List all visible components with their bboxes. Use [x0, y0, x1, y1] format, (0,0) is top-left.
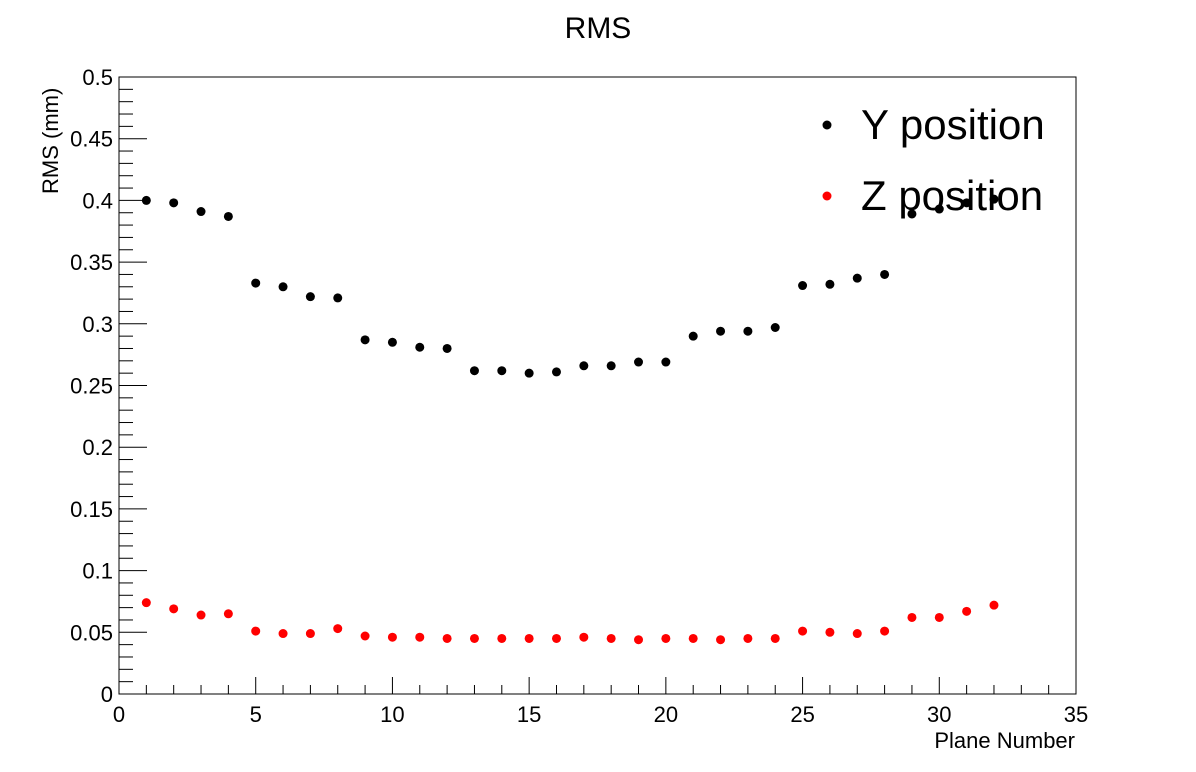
data-point: [360, 335, 370, 345]
data-point: [278, 629, 288, 639]
data-point: [387, 632, 397, 642]
legend-marker: [822, 120, 832, 130]
legend-label: Z position: [861, 172, 1043, 219]
data-point: [716, 326, 726, 336]
data-point: [169, 198, 179, 208]
y-axis: 0 0.05 0.1 0.15 0.2 0.25 0.3 0.35 0.4 0.45 0.5: [70, 65, 147, 707]
data-point: [196, 207, 206, 217]
legend-label: Y position: [861, 101, 1045, 148]
x-tick-label: 5: [250, 702, 262, 727]
y-tick-label: 0.45: [70, 127, 113, 152]
y-tick-label: 0.3: [82, 312, 113, 337]
data-point: [551, 633, 561, 643]
y-tick-label: 0.2: [82, 435, 113, 460]
x-tick-label: 35: [1064, 702, 1088, 727]
x-axis: 0 5 10 15 20 25 30 35: [113, 677, 1088, 727]
data-point: [469, 633, 479, 643]
data-point: [989, 194, 999, 204]
x-axis-label: Plane Number: [934, 728, 1075, 753]
y-axis-label: RMS (mm): [38, 88, 63, 194]
data-point: [141, 195, 151, 205]
data-point: [798, 281, 808, 291]
data-point: [907, 209, 917, 219]
data-point: [223, 609, 233, 619]
data-point: [333, 624, 343, 634]
data-point: [634, 635, 644, 645]
x-tick-label: 25: [790, 702, 814, 727]
data-point: [333, 293, 343, 303]
data-point: [825, 279, 835, 289]
x-tick-label: 30: [927, 702, 951, 727]
data-points: [141, 194, 999, 645]
data-point: [962, 606, 972, 616]
data-point: [688, 331, 698, 341]
data-point: [661, 633, 671, 643]
data-point: [880, 626, 890, 636]
data-point: [770, 633, 780, 643]
data-point: [606, 633, 616, 643]
y-tick-label: 0.05: [70, 620, 113, 645]
data-point: [524, 633, 534, 643]
data-point: [415, 342, 425, 352]
y-tick-label: 0.25: [70, 374, 113, 399]
data-point: [387, 337, 397, 347]
data-point: [469, 366, 479, 376]
y-tick-label: 0.35: [70, 250, 113, 275]
data-point: [415, 632, 425, 642]
data-point: [688, 633, 698, 643]
data-point: [169, 604, 179, 614]
data-point: [251, 626, 261, 636]
data-point: [251, 278, 261, 288]
data-point: [934, 612, 944, 622]
series-y-position: [141, 194, 999, 378]
x-tick-label: 20: [654, 702, 678, 727]
data-point: [579, 632, 589, 642]
y-tick-label: 0.5: [82, 65, 113, 90]
data-point: [743, 633, 753, 643]
y-tick-label: 0.15: [70, 497, 113, 522]
data-point: [798, 626, 808, 636]
data-point: [989, 600, 999, 610]
y-tick-label: 0.1: [82, 559, 113, 584]
data-point: [551, 367, 561, 377]
data-point: [962, 198, 972, 208]
data-point: [141, 598, 151, 608]
data-point: [360, 631, 370, 641]
y-tick-label: 0.4: [82, 188, 113, 213]
legend-marker: [822, 191, 832, 201]
data-point: [579, 361, 589, 371]
data-point: [716, 635, 726, 645]
data-point: [305, 629, 315, 639]
x-tick-label: 0: [113, 702, 125, 727]
data-point: [524, 368, 534, 378]
data-point: [907, 612, 917, 622]
data-point: [223, 211, 233, 221]
legend[interactable]: Y position Z position: [822, 101, 1045, 219]
data-point: [442, 343, 452, 353]
x-tick-label: 10: [380, 702, 404, 727]
data-point: [852, 629, 862, 639]
data-point: [442, 633, 452, 643]
data-point: [497, 633, 507, 643]
data-point: [934, 204, 944, 214]
data-point: [661, 357, 671, 367]
data-point: [880, 269, 890, 279]
data-point: [634, 357, 644, 367]
y-tick-label: 0: [101, 682, 113, 707]
chart-title: RMS: [565, 12, 632, 45]
data-point: [497, 366, 507, 376]
data-point: [852, 273, 862, 283]
data-point: [278, 282, 288, 292]
plot-frame: [118, 76, 1077, 695]
data-point: [825, 627, 835, 637]
series-z-position: [141, 598, 999, 645]
data-point: [196, 610, 206, 620]
data-point: [770, 323, 780, 333]
data-point: [606, 361, 616, 371]
x-tick-label: 15: [517, 702, 541, 727]
data-point: [743, 326, 753, 336]
data-point: [305, 292, 315, 302]
